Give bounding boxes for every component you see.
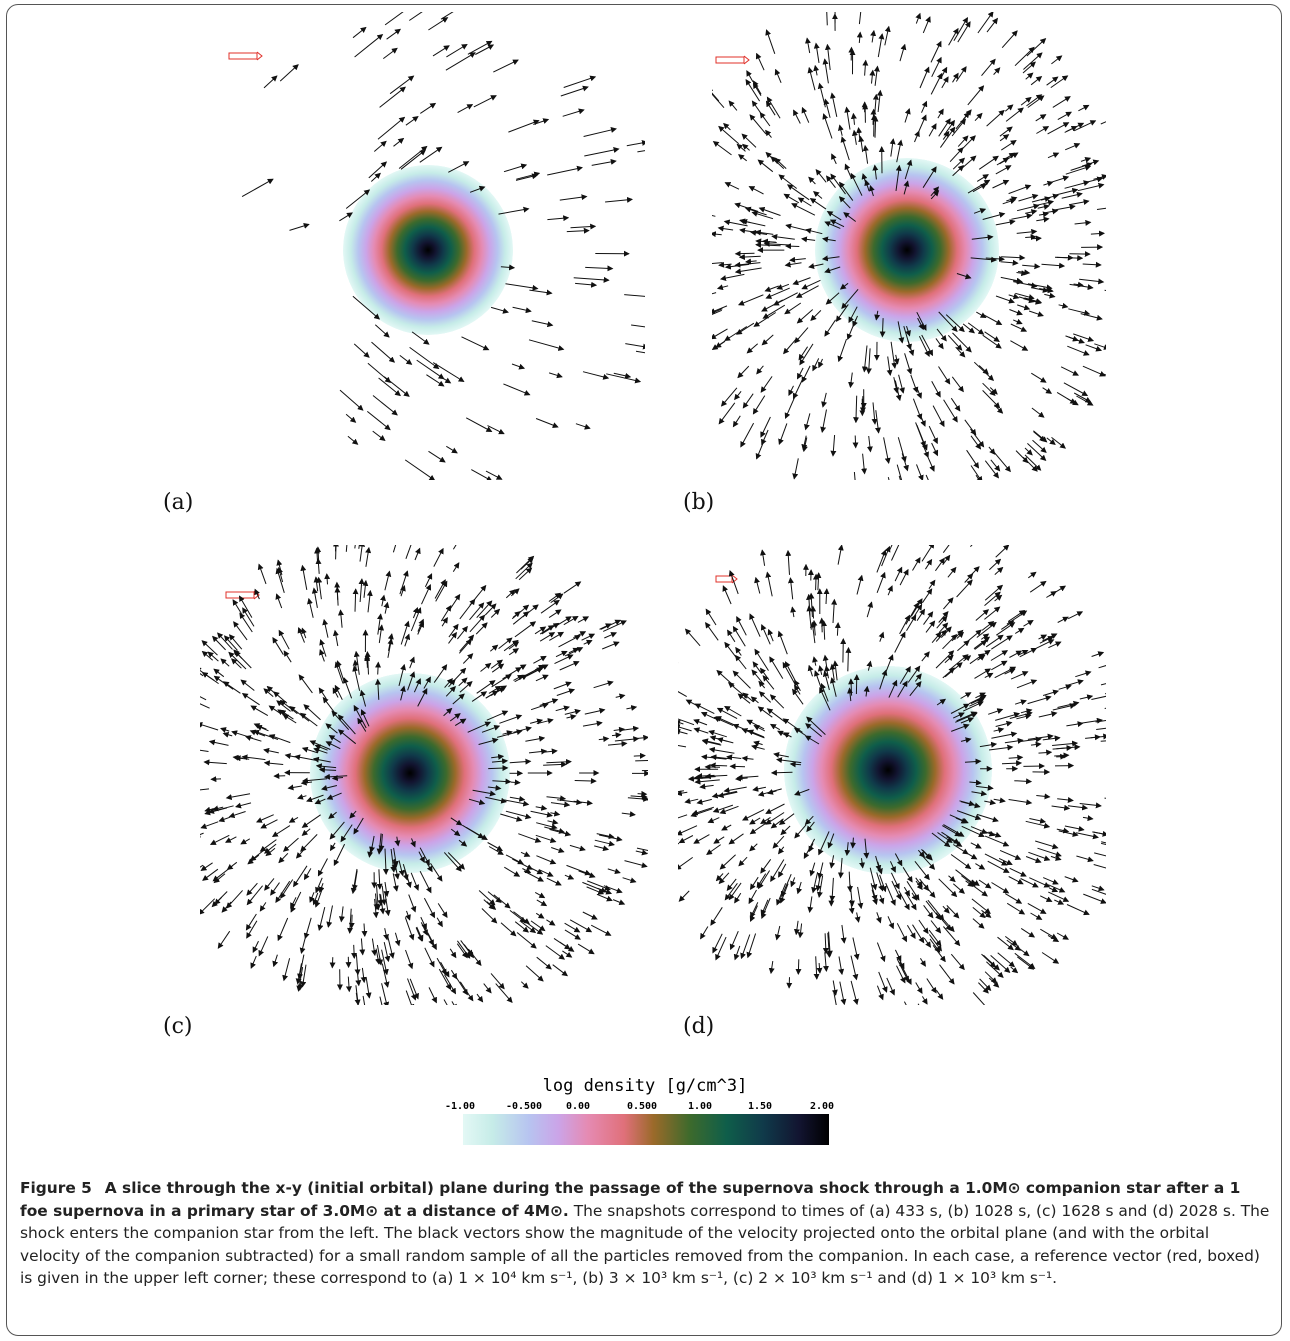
panel-b-label: (b): [683, 490, 715, 515]
caption-body: The snapshots correspond to times of (a)…: [20, 1201, 1270, 1288]
panel-d-label: (d): [683, 1014, 715, 1039]
figure-label: Figure 5: [20, 1179, 92, 1197]
velocity-vectors: [200, 545, 648, 1005]
colorbar-tick: 1.00: [687, 1101, 713, 1112]
panel-b-plot: [712, 12, 1106, 480]
colorbar-tick: -0.500: [505, 1101, 543, 1112]
panel-c-plot: [200, 545, 648, 1005]
caption-title: A slice through the x-y (initial orbital…: [20, 1179, 1241, 1220]
colorbar-title: log density [g/cm^3]: [542, 1076, 748, 1096]
figure-frame: [6, 4, 1282, 1336]
panel-d-svg: [678, 545, 1106, 1005]
colorbar-tick: 2.00: [809, 1101, 835, 1112]
panel-c-label: (c): [163, 1014, 193, 1039]
panel-b-svg: [712, 12, 1106, 480]
panel-c-svg: [200, 545, 648, 1005]
reference-vector: [715, 55, 750, 65]
reference-vector: [228, 51, 263, 61]
panel-a-svg: [228, 12, 645, 480]
colorbar-tick: 0.500: [626, 1101, 658, 1112]
reference-vector: [225, 590, 260, 600]
velocity-vectors: [712, 12, 1106, 480]
colorbar-tick: 0.00: [565, 1101, 591, 1112]
figure-caption: Figure 5 A slice through the x-y (initia…: [20, 1177, 1270, 1290]
velocity-vectors: [678, 545, 1106, 1005]
colorbar-ticks: -1.00 -0.500 0.00 0.500 1.00 1.50 2.00: [430, 1101, 850, 1115]
colorbar-gradient: [463, 1114, 829, 1145]
colorbar-tick: 1.50: [747, 1101, 773, 1112]
panel-d-plot: [678, 545, 1106, 1005]
panel-a-plot: [225, 12, 645, 480]
velocity-vectors: [241, 12, 645, 480]
panel-a-label: (a): [163, 490, 194, 515]
colorbar-tick: -1.00: [444, 1101, 476, 1112]
